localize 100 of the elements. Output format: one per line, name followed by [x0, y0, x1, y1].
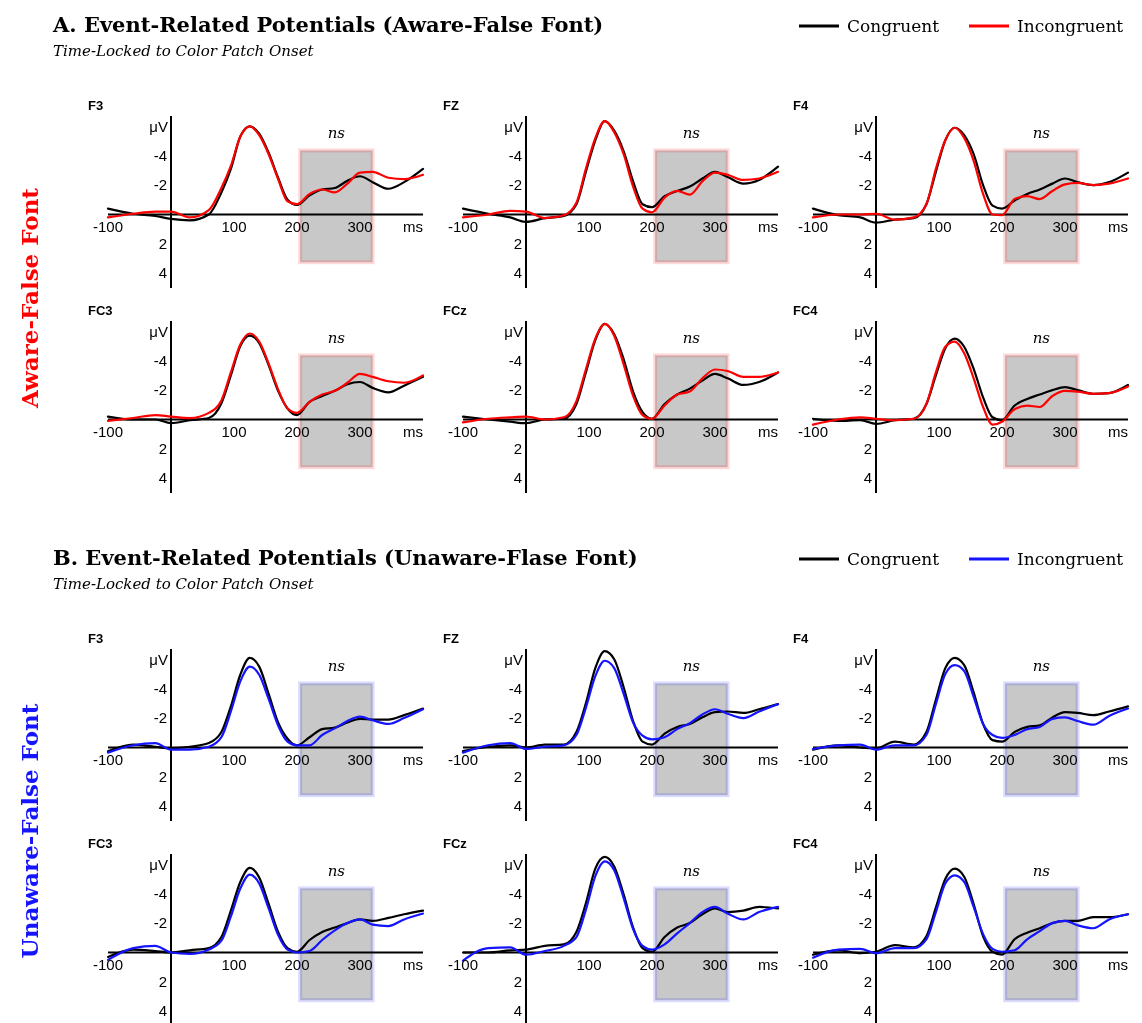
- y-tick-label: -4: [508, 351, 522, 369]
- x-tick-label: 300: [347, 218, 373, 236]
- x-tick-label: 200: [989, 423, 1015, 441]
- chart-title: FC3: [88, 303, 113, 318]
- chart-title: FC3: [88, 836, 113, 851]
- x-axis-title: ms: [758, 423, 778, 441]
- x-tick-label: -100: [92, 423, 124, 441]
- y-axis-title: μV: [854, 118, 873, 135]
- band-label: ns: [1032, 657, 1051, 676]
- x-tick-label: 200: [284, 751, 310, 769]
- y-tick-label: 2: [513, 234, 522, 252]
- y-tick-label: 4: [158, 469, 167, 487]
- x-axis-title: ms: [403, 751, 423, 769]
- chart-title: FZ: [443, 631, 459, 646]
- text: Aware-False Font: [16, 187, 43, 409]
- y-tick-label: 4: [513, 1002, 522, 1020]
- band-label: ns: [327, 329, 346, 348]
- y-tick-label: 4: [513, 264, 522, 282]
- x-tick-label: 100: [221, 956, 247, 974]
- y-tick-label: -2: [153, 709, 167, 727]
- x-tick-label: 200: [989, 218, 1015, 236]
- x-tick-label: 100: [926, 956, 952, 974]
- y-tick-label: 2: [863, 972, 872, 990]
- band-label: ns: [682, 862, 701, 881]
- x-axis-title: ms: [758, 218, 778, 236]
- x-tick-label: 100: [221, 423, 247, 441]
- y-tick-label: -4: [153, 146, 167, 164]
- y-tick-label: -2: [153, 381, 167, 399]
- band-label: ns: [682, 329, 701, 348]
- legend-label: Incongruent: [1017, 549, 1124, 569]
- x-tick-label: -100: [447, 218, 479, 236]
- x-tick-label: 100: [926, 751, 952, 769]
- y-axis-title: μV: [504, 118, 523, 135]
- y-tick-label: -2: [153, 176, 167, 194]
- x-tick-label: -100: [92, 956, 124, 974]
- x-tick-label: 300: [347, 956, 373, 974]
- y-tick-label: -4: [858, 146, 872, 164]
- x-tick-label: 300: [1052, 751, 1078, 769]
- y-axis-title: μV: [504, 856, 523, 873]
- x-tick-label: 200: [284, 218, 310, 236]
- y-tick-label: -2: [508, 709, 522, 727]
- x-tick-label: 100: [576, 218, 602, 236]
- x-tick-label: 200: [284, 956, 310, 974]
- chart-title: FCz: [443, 836, 468, 851]
- x-tick-label: 100: [926, 218, 952, 236]
- y-tick-label: -4: [153, 351, 167, 369]
- y-axis-title: μV: [149, 323, 168, 340]
- band-label: ns: [1032, 329, 1051, 348]
- x-tick-label: 200: [639, 218, 665, 236]
- x-axis-title: ms: [1108, 956, 1128, 974]
- band-label: ns: [327, 862, 346, 881]
- x-tick-label: 100: [576, 423, 602, 441]
- y-tick-label: 4: [863, 264, 872, 282]
- x-tick-label: 100: [926, 423, 952, 441]
- legend-label: Incongruent: [1017, 16, 1124, 36]
- x-axis-title: ms: [758, 751, 778, 769]
- y-tick-label: -4: [858, 351, 872, 369]
- chart-title: F3: [88, 98, 104, 113]
- y-tick-label: 4: [863, 469, 872, 487]
- x-tick-label: 300: [1052, 423, 1078, 441]
- y-tick-label: -2: [858, 381, 872, 399]
- x-tick-label: 300: [702, 218, 728, 236]
- chart-title: F4: [793, 631, 809, 646]
- x-tick-label: 300: [702, 751, 728, 769]
- y-axis-title: μV: [149, 651, 168, 668]
- band-label: ns: [1032, 124, 1051, 143]
- x-tick-label: -100: [797, 751, 829, 769]
- x-axis-title: ms: [403, 956, 423, 974]
- text: Time-Locked to Color Patch Onset: [53, 42, 315, 60]
- x-axis-title: ms: [1108, 423, 1128, 441]
- y-tick-label: 4: [863, 1002, 872, 1020]
- y-tick-label: -4: [153, 884, 167, 902]
- x-tick-label: -100: [447, 423, 479, 441]
- y-tick-label: -2: [858, 914, 872, 932]
- x-tick-label: 100: [221, 218, 247, 236]
- y-axis-title: μV: [854, 856, 873, 873]
- chart-title: FZ: [443, 98, 459, 113]
- y-tick-label: 2: [158, 972, 167, 990]
- y-tick-label: -2: [153, 914, 167, 932]
- text: Unaware-False Font: [16, 703, 43, 959]
- chart-title: FC4: [793, 303, 819, 318]
- y-tick-label: 2: [513, 972, 522, 990]
- x-tick-label: -100: [797, 423, 829, 441]
- y-axis-title: μV: [854, 651, 873, 668]
- y-tick-label: 4: [158, 1002, 167, 1020]
- x-axis-title: ms: [758, 956, 778, 974]
- y-tick-label: -2: [858, 176, 872, 194]
- band-label: ns: [682, 124, 701, 143]
- x-axis-title: ms: [403, 218, 423, 236]
- y-tick-label: -2: [858, 709, 872, 727]
- y-tick-label: 4: [158, 797, 167, 815]
- y-tick-label: -4: [508, 679, 522, 697]
- x-tick-label: -100: [92, 218, 124, 236]
- y-tick-label: 4: [513, 797, 522, 815]
- x-tick-label: 300: [1052, 956, 1078, 974]
- y-axis-title: μV: [854, 323, 873, 340]
- legend-label: Congruent: [847, 16, 940, 36]
- x-tick-label: -100: [92, 751, 124, 769]
- chart-title: F4: [793, 98, 809, 113]
- band-label: ns: [327, 124, 346, 143]
